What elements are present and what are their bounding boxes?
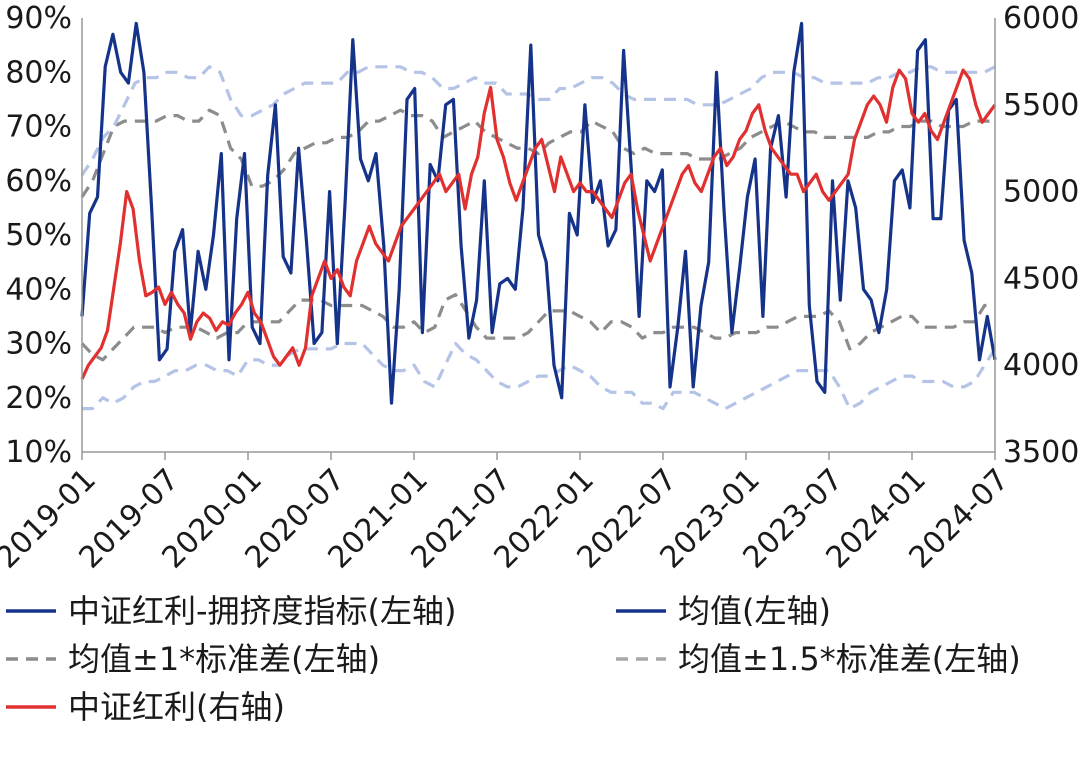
legend-label: 中证红利(右轴) [68, 688, 285, 726]
right-tick-label: 3500 [1003, 435, 1079, 470]
legend-label: 中证红利-拥挤度指标(左轴) [68, 592, 457, 630]
series-line-5 [82, 341, 997, 411]
series-line-4 [80, 65, 996, 177]
series-line-6 [80, 68, 997, 380]
left-tick-label: 30% [5, 327, 72, 362]
left-tick-label: 40% [5, 272, 72, 307]
legend-label: 均值(左轴) [678, 592, 831, 630]
right-tick-label: 5500 [1003, 88, 1079, 123]
left-tick-label: 80% [5, 55, 72, 90]
right-tick-label: 4500 [1003, 261, 1079, 296]
series-line-2 [80, 108, 995, 198]
left-tick-label: 60% [5, 164, 72, 199]
left-tick-label: 70% [5, 110, 72, 145]
plot-area [80, 21, 997, 411]
left-axis-ticks: 90% 80% 70% 60% 50% 40% 30% 20% 10% [5, 1, 72, 470]
axes [81, 18, 996, 453]
right-axis-ticks: 6000 5500 5000 4500 4000 3500 [1003, 1, 1079, 470]
right-tick-label: 4000 [1003, 348, 1079, 383]
right-tick-label: 5000 [1003, 175, 1079, 210]
left-tick-label: 10% [5, 435, 72, 470]
left-tick-label: 20% [5, 381, 72, 416]
right-tick-label: 6000 [1003, 1, 1079, 36]
x-axis-ticks: 2019-012019-072020-012020-072021-012021-… [0, 452, 1016, 576]
legend-label: 均值±1*标准差(左轴) [68, 640, 380, 678]
left-tick-label: 50% [5, 218, 72, 253]
series-line-3 [80, 293, 995, 362]
left-tick-label: 90% [5, 1, 72, 36]
legend-label: 均值±1.5*标准差(左轴) [678, 640, 1021, 678]
legend: 中证红利-拥挤度指标(左轴) 均值(左轴) 均值±1*标准差(左轴) 均值±1.5*标… [6, 592, 1021, 726]
series-line-0 [80, 21, 997, 405]
